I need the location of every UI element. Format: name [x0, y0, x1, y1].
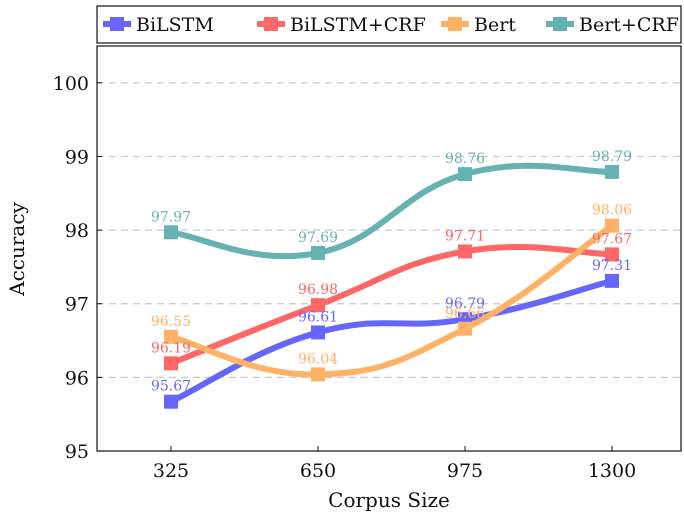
legend-swatch-marker: [110, 17, 124, 31]
data-point: [164, 225, 178, 240]
y-tick-label: 96: [65, 367, 89, 389]
axis-ticks: 95 96 97 98 99 100 325 650 975 1300: [53, 73, 636, 482]
legend-label: BiLSTM+CRF: [290, 14, 426, 36]
data-label: 97.69: [298, 230, 338, 246]
x-tick-label: 975: [447, 460, 483, 482]
legend-swatch-marker: [448, 17, 462, 31]
legend: BiLSTM BiLSTM+CRF Bert Bert+CRF: [96, 5, 682, 44]
y-tick-label: 97: [65, 294, 89, 316]
series-line: [168, 162, 615, 260]
legend-frame: [96, 5, 682, 44]
data-point: [605, 218, 619, 233]
y-tick-label: 95: [65, 441, 89, 463]
data-point: [311, 325, 325, 340]
legend-item: BiLSTM: [103, 14, 214, 36]
data-label: 98.76: [445, 151, 485, 167]
data-label: 96.98: [298, 282, 338, 298]
legend-swatch-marker: [264, 17, 278, 31]
data-label: 96.19: [151, 340, 191, 356]
data-label: 97.67: [592, 231, 632, 247]
data-label: 96.66: [445, 306, 485, 322]
data-point: [311, 245, 325, 260]
grid-lines: [97, 82, 681, 378]
legend-swatch-marker: [553, 17, 567, 31]
series-lines: [164, 162, 619, 409]
data-label: 97.71: [445, 228, 485, 244]
series-bilstm-crf: [164, 244, 619, 371]
series-line: [168, 277, 615, 405]
x-tick-label: 650: [300, 460, 336, 482]
data-point: [164, 329, 178, 344]
data-point: [605, 164, 619, 179]
data-label: 96.79: [445, 296, 485, 312]
y-tick-label: 100: [53, 73, 89, 95]
plot-frame: [96, 45, 682, 452]
data-point: [605, 273, 619, 288]
y-axis-label: Accuracy: [5, 201, 29, 296]
data-label: 98.06: [592, 203, 632, 219]
series-bert: [164, 218, 619, 382]
data-point: [458, 321, 472, 336]
legend-item: Bert+CRF: [546, 14, 679, 36]
data-point: [311, 367, 325, 382]
data-label: 96.55: [151, 314, 191, 330]
legend-label: BiLSTM: [136, 14, 214, 36]
x-tick-label: 325: [153, 460, 189, 482]
y-tick-label: 98: [65, 220, 89, 242]
x-tick-label: 1300: [588, 460, 636, 482]
legend-item: BiLSTM+CRF: [257, 14, 426, 36]
series-bert-crf: [164, 162, 619, 260]
data-point: [311, 298, 325, 313]
data-point: [164, 394, 178, 409]
data-point: [458, 244, 472, 259]
data-label: 97.31: [592, 258, 632, 274]
data-point: [164, 356, 178, 371]
data-label: 96.04: [298, 351, 338, 367]
data-label: 97.97: [151, 209, 191, 225]
legend-label: Bert: [474, 14, 516, 36]
legend-item: Bert: [441, 14, 516, 36]
data-point: [458, 167, 472, 182]
series-line: [168, 222, 615, 378]
series-bilstm: [164, 273, 619, 409]
data-label: 98.79: [592, 149, 632, 165]
data-labels: 95.67 96.61 96.79 97.31 96.19 96.98 97.71 97.67…: [151, 149, 632, 395]
x-axis-label: Corpus Size: [328, 488, 450, 512]
data-label: 95.67: [151, 379, 191, 395]
series-line: [168, 244, 615, 367]
data-point: [605, 247, 619, 262]
legend-label: Bert+CRF: [579, 14, 679, 36]
data-label: 96.61: [298, 309, 338, 325]
y-tick-label: 99: [65, 146, 89, 168]
